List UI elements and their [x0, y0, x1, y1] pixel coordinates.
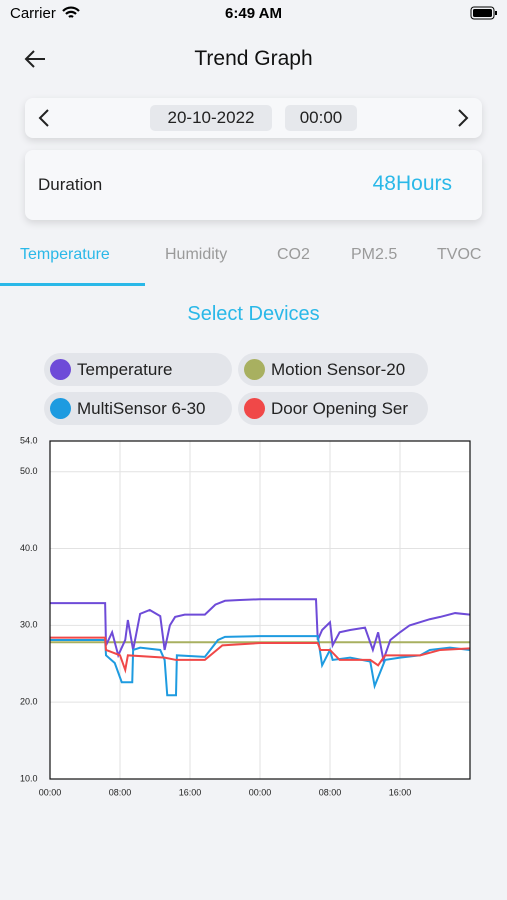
tab-indicator	[0, 283, 145, 286]
next-button[interactable]	[455, 108, 471, 128]
series-line	[50, 636, 471, 674]
series-line	[50, 598, 471, 664]
tab[interactable]: CO2	[277, 246, 310, 263]
duration-label: Duration	[38, 175, 103, 194]
x-tick-label: 00:00	[39, 787, 62, 797]
legend-label: MultiSensor 6-30	[77, 399, 206, 418]
tab[interactable]: TVOC	[437, 246, 482, 263]
legend-item[interactable]: Door Opening Ser	[238, 392, 428, 425]
x-tick-label: 08:00	[109, 787, 132, 797]
prev-button[interactable]	[36, 108, 52, 128]
legend-swatch	[244, 359, 265, 380]
time-pill[interactable]: 00:00	[285, 105, 357, 131]
page-title: Trend Graph	[194, 47, 313, 70]
plot-frame	[49, 440, 471, 780]
legend-label: Motion Sensor-20	[271, 360, 406, 379]
tab[interactable]: Humidity	[165, 246, 228, 263]
x-tick-label: 16:00	[179, 787, 202, 797]
select-devices[interactable]: Select Devices	[187, 303, 320, 325]
x-tick-label: 16:00	[389, 787, 412, 797]
x-tick-label: 08:00	[319, 787, 342, 797]
legend-swatch	[50, 398, 71, 419]
y-tick-label: 30.0	[20, 620, 38, 630]
back-button[interactable]	[22, 48, 48, 70]
clock: 6:49 AM	[225, 5, 282, 22]
legend-item[interactable]: Motion Sensor-20	[238, 353, 428, 386]
legend-label: Temperature	[77, 360, 173, 379]
y-tick-label: 50.0	[20, 466, 38, 476]
x-tick-label: 00:00	[249, 787, 272, 797]
chart: 10.0 20.0 30.0 40.0 50.0 54.0 00:00 08:00 16:00 0…	[20, 435, 471, 797]
tab[interactable]: PM2.5	[351, 246, 398, 263]
duration-card[interactable]	[25, 150, 482, 220]
y-tick-label: 40.0	[20, 543, 38, 553]
y-tick-label: 20.0	[20, 697, 38, 707]
legend-label: Door Opening Ser	[271, 399, 409, 418]
battery-icon	[470, 6, 497, 20]
y-tick-label: 54.0	[20, 435, 38, 445]
date-pill[interactable]: 20-10-2022	[150, 105, 272, 131]
y-tick-label: 10.0	[20, 773, 38, 783]
legend-item[interactable]: Temperature	[44, 353, 232, 386]
legend-item[interactable]: MultiSensor 6-30	[44, 392, 232, 425]
series-line	[50, 635, 471, 697]
duration-value: 48Hours	[372, 172, 452, 195]
wifi-icon	[62, 6, 80, 18]
legend-swatch	[50, 359, 71, 380]
legend-swatch	[244, 398, 265, 419]
tab-active[interactable]: Temperature	[20, 246, 110, 263]
carrier: Carrier	[10, 5, 56, 22]
